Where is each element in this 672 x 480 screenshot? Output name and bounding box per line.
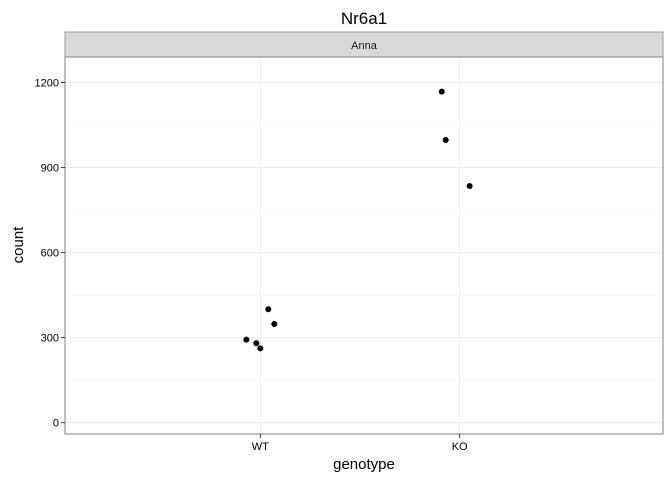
y-tick-label: 300 — [41, 333, 59, 345]
y-axis: 0 300 600 900 1200 — [35, 78, 65, 430]
data-point — [265, 306, 272, 313]
data-point — [466, 182, 473, 189]
y-tick-label: 600 — [41, 248, 59, 260]
x-axis-title: genotype — [333, 456, 395, 473]
x-tick-label: KO — [452, 441, 468, 453]
data-point — [271, 321, 278, 328]
y-tick-label: 900 — [41, 163, 59, 175]
x-tick-label: WT — [252, 441, 269, 453]
data-points — [243, 88, 473, 352]
data-point — [253, 340, 260, 347]
data-point — [243, 336, 250, 343]
y-axis-title: count — [10, 226, 27, 264]
plot-panel — [64, 56, 664, 435]
chart-title: Nr6a1 — [341, 9, 387, 28]
data-point — [438, 88, 445, 95]
y-tick-label: 0 — [53, 418, 59, 430]
data-point — [442, 137, 449, 144]
data-point — [257, 345, 264, 352]
grid — [65, 57, 663, 434]
facet-strip — [64, 31, 664, 58]
facet-strip-label: Anna — [351, 40, 378, 52]
y-tick-label: 1200 — [35, 78, 59, 90]
x-axis: WT KO — [252, 434, 468, 453]
